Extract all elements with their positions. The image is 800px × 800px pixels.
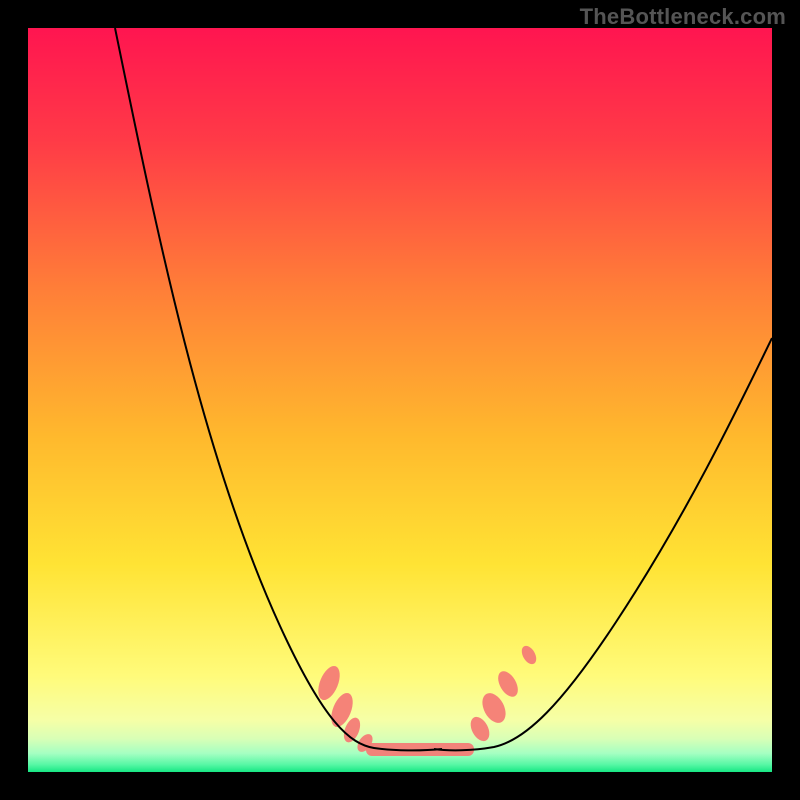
chart-frame: TheBottleneck.com <box>0 0 800 800</box>
plot-area <box>28 28 772 772</box>
watermark-text: TheBottleneck.com <box>580 4 786 30</box>
gradient-background <box>28 28 772 772</box>
bottleneck-curve-chart <box>28 28 772 772</box>
